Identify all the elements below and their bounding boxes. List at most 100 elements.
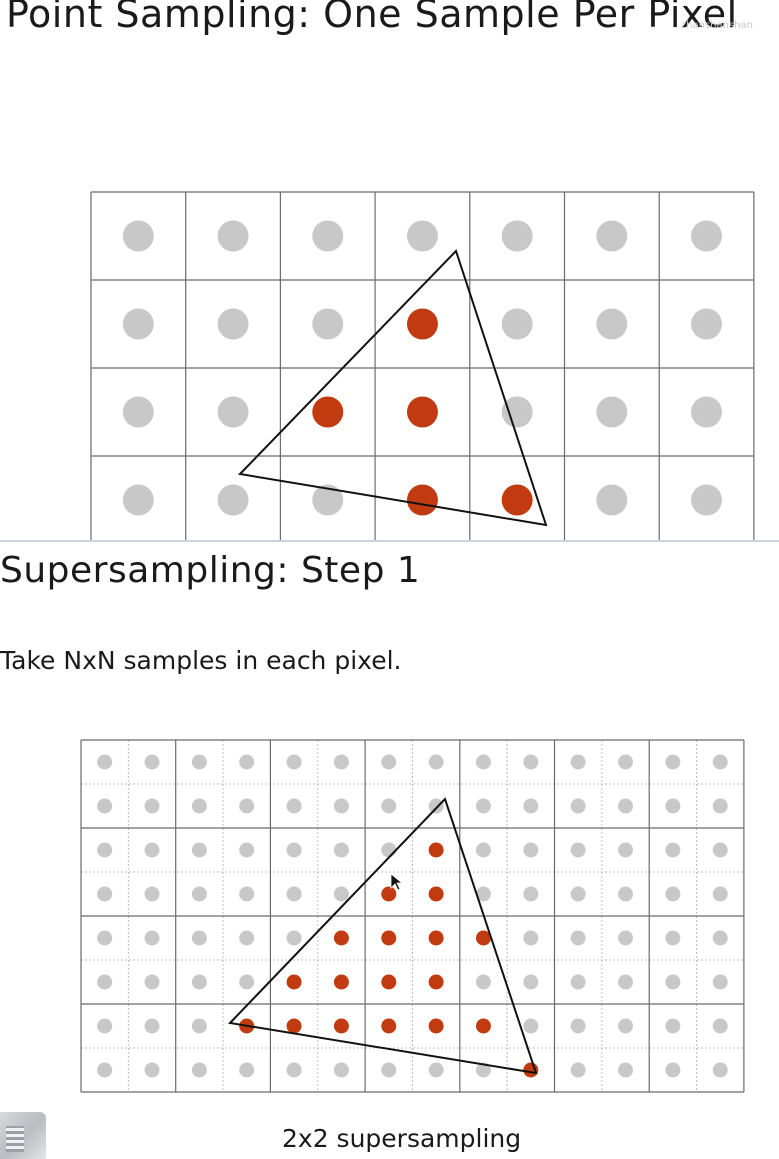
sample-point — [501, 396, 533, 428]
subsample-point — [712, 754, 728, 770]
subsample-point — [618, 930, 634, 946]
subsample-point — [144, 930, 160, 946]
slide-body-text: Take NxN samples in each pixel. — [0, 646, 402, 675]
subsample-point — [712, 1062, 728, 1078]
subsample-point — [618, 1062, 634, 1078]
subsample-point — [665, 886, 681, 902]
subsample-point — [665, 798, 681, 814]
covered-subsample — [381, 974, 397, 990]
subsample-point — [239, 842, 255, 858]
sample-point — [596, 220, 628, 252]
subsample-point — [618, 886, 634, 902]
slide-title: Point Sampling: One Sample Per Pixel — [6, 0, 738, 36]
sample-point — [122, 220, 154, 252]
subsample-point — [97, 886, 113, 902]
subsample-point — [570, 1062, 586, 1078]
subsample-point — [333, 1062, 349, 1078]
subsample-point — [523, 1018, 539, 1034]
subsample-point — [191, 930, 207, 946]
subsample-point — [381, 754, 397, 770]
triangle — [237, 249, 548, 527]
sample-point — [691, 396, 723, 428]
subsample-point — [239, 1062, 255, 1078]
subsample-point — [191, 842, 207, 858]
sample-point — [501, 220, 533, 252]
subsample-point — [428, 754, 444, 770]
slide-point-sampling: Point Sampling: One Sample Per Pixel zha… — [0, 0, 779, 540]
covered-subsample — [475, 1018, 491, 1034]
subsample-point — [428, 798, 444, 814]
subsample-point — [381, 842, 397, 858]
covered-sample — [406, 484, 438, 516]
subsample-point — [712, 886, 728, 902]
subsample-point — [475, 798, 491, 814]
subsample-point — [665, 930, 681, 946]
subsample-point — [97, 798, 113, 814]
subsample-point — [144, 1018, 160, 1034]
subsample-point — [381, 1062, 397, 1078]
sample-point — [217, 308, 249, 340]
video-thumbnail-icon[interactable] — [0, 1112, 46, 1159]
subsample-point — [333, 754, 349, 770]
subsample-point — [475, 1062, 491, 1078]
subsample-point — [570, 798, 586, 814]
subsample-point — [239, 974, 255, 990]
subsample-point — [618, 1018, 634, 1034]
mouse-cursor-icon — [390, 873, 404, 891]
subsample-point — [144, 798, 160, 814]
subsample-point — [570, 842, 586, 858]
subsample-point — [523, 754, 539, 770]
sample-point — [122, 308, 154, 340]
covered-sample — [406, 308, 438, 340]
subsample-point — [523, 842, 539, 858]
supersampling-diagram — [80, 739, 745, 1093]
subsample-point — [618, 842, 634, 858]
sample-point — [312, 220, 344, 252]
covered-subsample — [428, 1018, 444, 1034]
subsample-point — [191, 798, 207, 814]
sample-point — [691, 484, 723, 516]
covered-sample — [312, 396, 344, 428]
point-sampling-diagram — [90, 191, 755, 540]
subsample-point — [570, 1018, 586, 1034]
covered-subsample — [286, 1018, 302, 1034]
covered-subsample — [333, 1018, 349, 1034]
covered-sample — [406, 396, 438, 428]
sample-point — [691, 308, 723, 340]
subsample-point — [712, 842, 728, 858]
covered-subsample — [286, 974, 302, 990]
subsample-point — [523, 974, 539, 990]
subsample-point — [712, 974, 728, 990]
subsample-point — [618, 754, 634, 770]
subsample-point — [333, 798, 349, 814]
sample-point — [122, 396, 154, 428]
subsample-point — [665, 842, 681, 858]
subsample-point — [286, 886, 302, 902]
subsample-point — [97, 1062, 113, 1078]
covered-subsample — [381, 886, 397, 902]
covered-subsample — [428, 842, 444, 858]
subsample-point — [97, 754, 113, 770]
subsample-point — [97, 1018, 113, 1034]
subsample-point — [475, 886, 491, 902]
sample-point — [691, 220, 723, 252]
subsample-point — [286, 930, 302, 946]
subsample-point — [712, 798, 728, 814]
subsample-point — [475, 974, 491, 990]
triangle — [227, 797, 538, 1075]
subsample-point — [523, 886, 539, 902]
sample-point — [596, 484, 628, 516]
subsample-point — [712, 1018, 728, 1034]
sample-point — [501, 308, 533, 340]
subsample-point — [97, 974, 113, 990]
subsample-point — [191, 1018, 207, 1034]
covered-subsample — [475, 930, 491, 946]
subsample-point — [381, 798, 397, 814]
sample-point — [122, 484, 154, 516]
covered-subsample — [428, 930, 444, 946]
subsample-point — [191, 886, 207, 902]
subsample-point — [191, 754, 207, 770]
subsample-point — [475, 754, 491, 770]
subsample-point — [286, 754, 302, 770]
subsample-point — [97, 842, 113, 858]
